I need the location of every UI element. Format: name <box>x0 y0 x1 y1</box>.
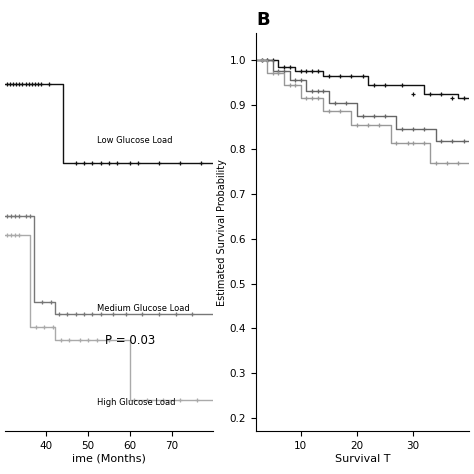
Text: Low Glucose Load: Low Glucose Load <box>97 136 172 145</box>
Y-axis label: Estimated Survival Probability: Estimated Survival Probability <box>217 159 227 306</box>
X-axis label: Survival T: Survival T <box>335 454 391 464</box>
Text: High Glucose Load: High Glucose Load <box>97 399 175 407</box>
X-axis label: ime (Months): ime (Months) <box>72 454 146 464</box>
Text: P = 0.03: P = 0.03 <box>105 334 155 347</box>
Text: B: B <box>256 11 270 29</box>
Text: Medium Glucose Load: Medium Glucose Load <box>97 304 189 312</box>
